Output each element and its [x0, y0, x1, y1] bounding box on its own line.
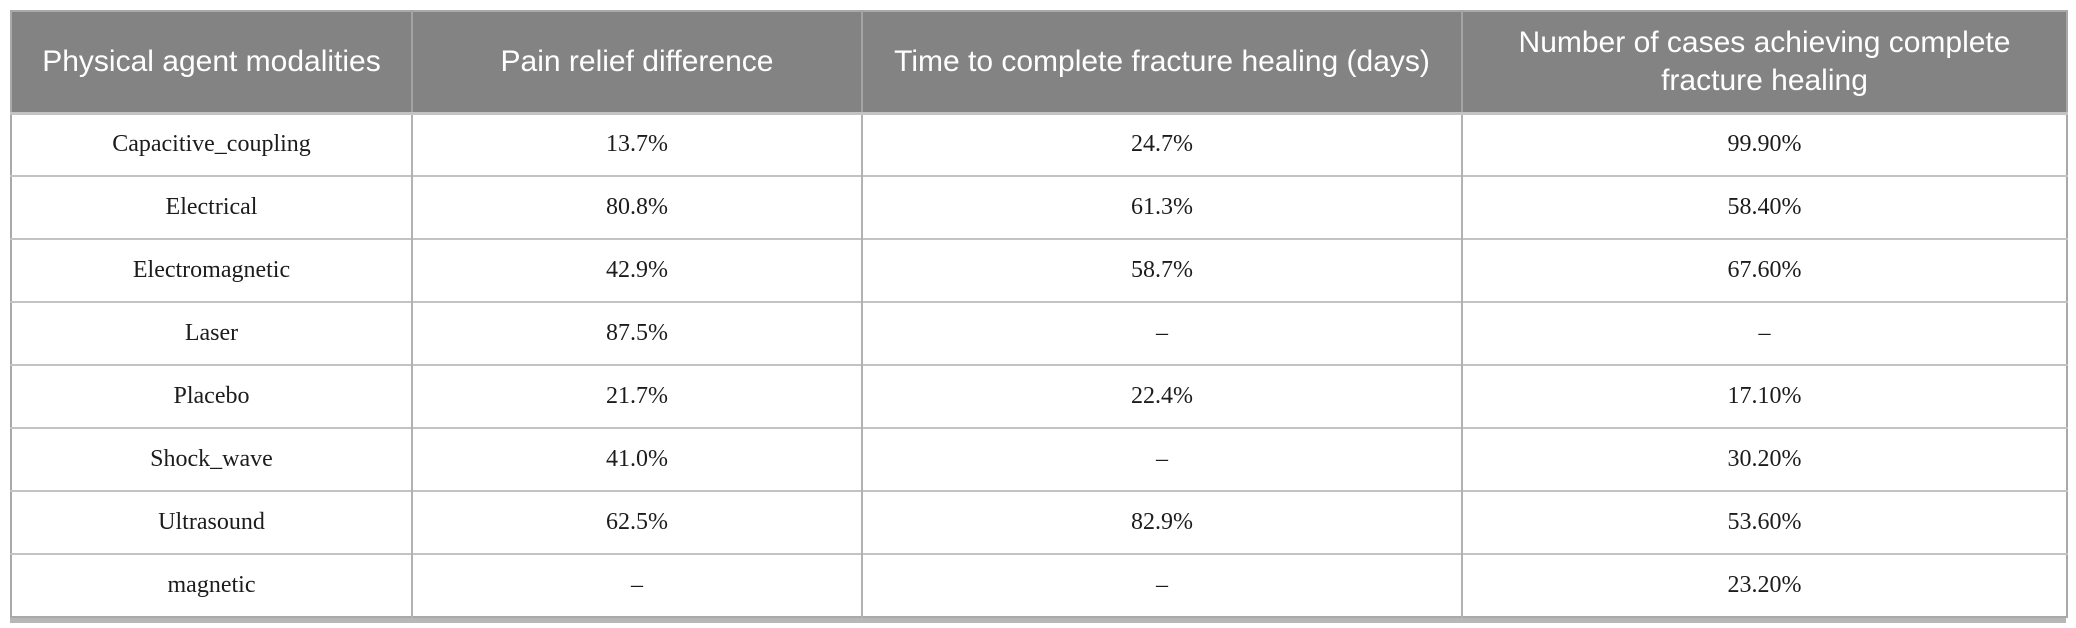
column-header-modalities: Physical agent modalities	[11, 11, 412, 115]
cell-modality: Ultrasound	[11, 490, 412, 554]
cell-pain-relief: 87.5%	[411, 301, 862, 365]
cell-cases: 30.20%	[1461, 427, 2067, 491]
cell-healing-time: 82.9%	[861, 490, 1462, 554]
cell-cases: 17.10%	[1461, 364, 2067, 428]
table-row: magnetic – – 23.20%	[11, 553, 2067, 617]
column-header-pain-relief: Pain relief difference	[411, 11, 862, 115]
table-row: Electromagnetic 42.9% 58.7% 67.60%	[11, 238, 2067, 302]
cell-healing-time: –	[861, 427, 1462, 491]
cell-healing-time: 61.3%	[861, 175, 1462, 239]
modalities-table-container: Physical agent modalities Pain relief di…	[10, 10, 2068, 623]
cell-healing-time: 24.7%	[861, 113, 1462, 176]
cell-cases: 53.60%	[1461, 490, 2067, 554]
cell-cases: –	[1461, 301, 2067, 365]
cell-cases: 99.90%	[1461, 113, 2067, 176]
cell-pain-relief: –	[411, 553, 862, 617]
cell-healing-time: 22.4%	[861, 364, 1462, 428]
cell-pain-relief: 21.7%	[411, 364, 862, 428]
cell-cases: 58.40%	[1461, 175, 2067, 239]
table-row: Shock_wave 41.0% – 30.20%	[11, 427, 2067, 491]
cell-healing-time: 58.7%	[861, 238, 1462, 302]
table-header: Physical agent modalities Pain relief di…	[11, 11, 2067, 115]
cell-modality: Electromagnetic	[11, 238, 412, 302]
cell-modality: magnetic	[11, 553, 412, 617]
table-row: Electrical 80.8% 61.3% 58.40%	[11, 175, 2067, 239]
cell-modality: Electrical	[11, 175, 412, 239]
cell-pain-relief: 42.9%	[411, 238, 862, 302]
cell-modality: Shock_wave	[11, 427, 412, 491]
cell-modality: Placebo	[11, 364, 412, 428]
cell-cases: 23.20%	[1461, 553, 2067, 617]
cell-healing-time: –	[861, 301, 1462, 365]
header-row: Physical agent modalities Pain relief di…	[11, 11, 2067, 115]
cell-pain-relief: 13.7%	[411, 113, 862, 176]
table-row: Placebo 21.7% 22.4% 17.10%	[11, 364, 2067, 428]
table-body: Capacitive_coupling 13.7% 24.7% 99.90% E…	[11, 113, 2067, 617]
physical-agent-modalities-table: Physical agent modalities Pain relief di…	[10, 10, 2068, 618]
cell-pain-relief: 62.5%	[411, 490, 862, 554]
cell-pain-relief: 80.8%	[411, 175, 862, 239]
cell-cases: 67.60%	[1461, 238, 2067, 302]
column-header-cases-achieving: Number of cases achieving complete fract…	[1461, 11, 2067, 115]
table-row: Laser 87.5% – –	[11, 301, 2067, 365]
cell-healing-time: –	[861, 553, 1462, 617]
cell-modality: Laser	[11, 301, 412, 365]
table-row: Capacitive_coupling 13.7% 24.7% 99.90%	[11, 113, 2067, 176]
cell-modality: Capacitive_coupling	[11, 113, 412, 176]
table-row: Ultrasound 62.5% 82.9% 53.60%	[11, 490, 2067, 554]
column-header-healing-time: Time to complete fracture healing (days)	[861, 11, 1462, 115]
cell-pain-relief: 41.0%	[411, 427, 862, 491]
